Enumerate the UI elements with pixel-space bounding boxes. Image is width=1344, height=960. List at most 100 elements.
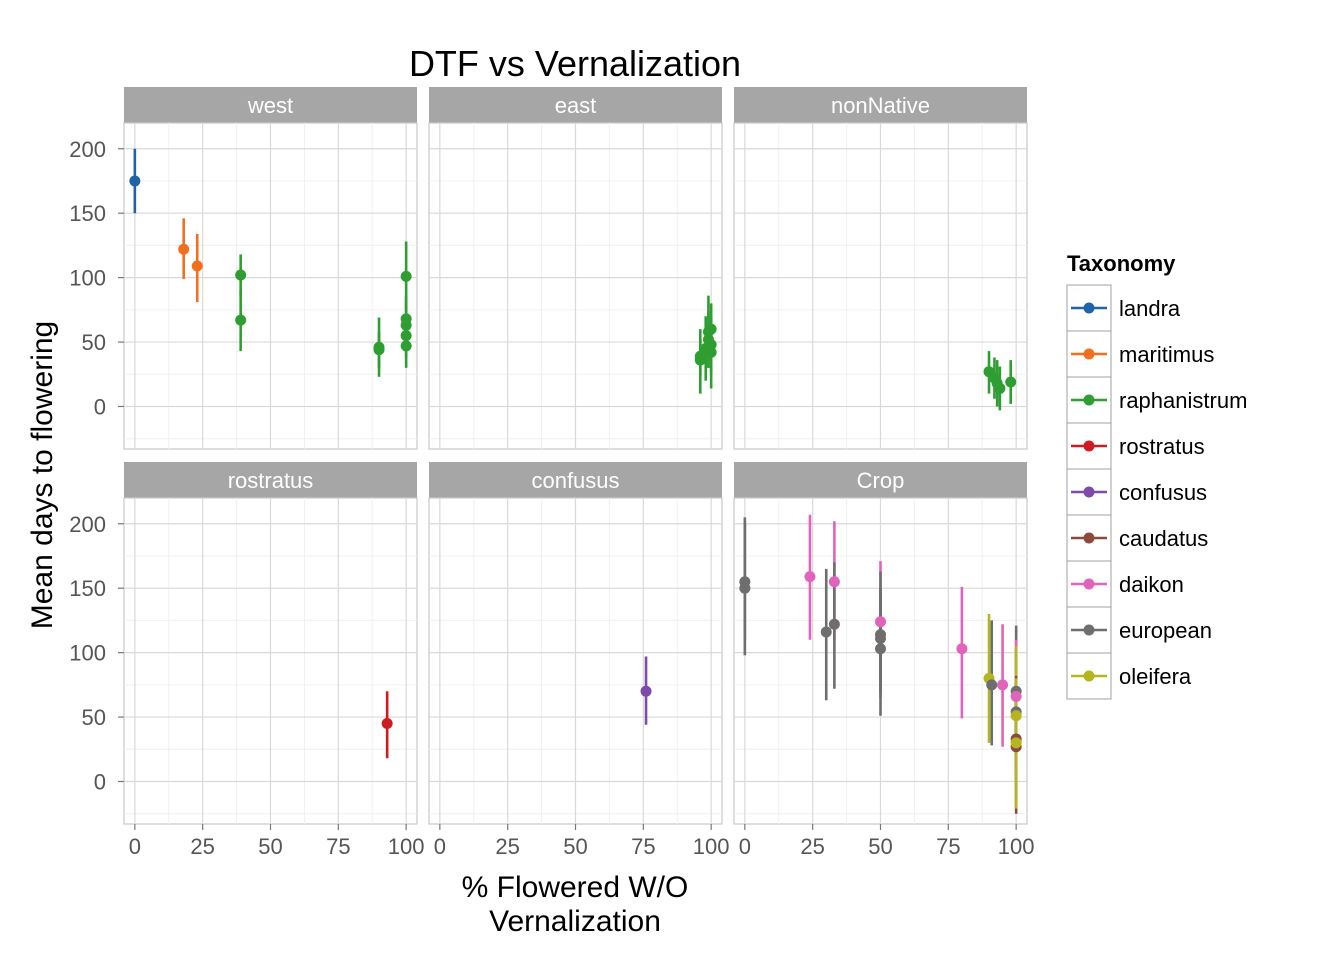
strip-nonNative [734, 87, 1027, 123]
legend-item-raphanistrum: raphanistrum [1066, 376, 1247, 424]
legend-item-oleifera: oleifera [1066, 652, 1192, 700]
legend-label: daikon [1119, 572, 1184, 597]
legend-label: landra [1119, 296, 1181, 321]
strip-label-west: west [247, 93, 293, 118]
data-point [1010, 737, 1022, 749]
x-tick-label: 75 [936, 834, 960, 859]
legend-item-european: european [1066, 606, 1212, 654]
strip-Crop [734, 462, 1027, 498]
x-tick-label: 25 [800, 834, 824, 859]
legend: Taxonomy landra maritimus raphanistrum rost… [1066, 251, 1247, 700]
legend-label: raphanistrum [1119, 388, 1247, 413]
legend-key-point [1083, 486, 1095, 498]
facet-panels: west east nonNative rostratus confusus Crop [123, 87, 1028, 825]
data-point [129, 175, 141, 187]
y-tick-label: 0 [94, 394, 106, 419]
legend-label: caudatus [1119, 526, 1208, 551]
strip-label-Crop: Crop [857, 468, 905, 493]
axes: 0 50 100 150 200 0 50 100 150 200 0 25 50 75 100 0 25 50 7… [69, 137, 1034, 859]
y-tick-label: 100 [69, 266, 106, 291]
legend-key-point [1083, 532, 1095, 544]
data-point [694, 354, 706, 366]
y-tick-label: 100 [69, 641, 106, 666]
data-point [235, 314, 247, 326]
x-tick-label: 0 [739, 834, 751, 859]
x-tick-label: 50 [258, 834, 282, 859]
data-point [235, 269, 247, 281]
panel-nonNative: nonNative [733, 87, 1028, 450]
x-tick-label: 50 [868, 834, 892, 859]
data-point [997, 679, 1009, 691]
x-tick-label: 25 [190, 834, 214, 859]
data-point [705, 323, 717, 335]
panel-confusus: confusus [428, 462, 723, 825]
strip-label-confusus: confusus [531, 468, 619, 493]
data-point [178, 243, 190, 255]
strip-confusus [429, 462, 722, 498]
data-point [705, 339, 717, 351]
x-tick-label: 100 [388, 834, 425, 859]
panel-east: east [428, 87, 723, 450]
x-tick-label: 0 [434, 834, 446, 859]
x-tick-label: 100 [693, 834, 730, 859]
legend-label: european [1119, 618, 1212, 643]
legend-key-point [1083, 348, 1095, 360]
data-point [640, 685, 652, 697]
y-tick-label: 50 [82, 330, 106, 355]
y-tick-label: 200 [69, 137, 106, 162]
data-point [875, 632, 886, 644]
data-point [1010, 690, 1022, 702]
strip-label-east: east [555, 93, 597, 118]
x-tick-label: 75 [326, 834, 350, 859]
data-point [400, 270, 412, 282]
legend-item-rostratus: rostratus [1066, 422, 1205, 470]
data-point [828, 618, 840, 630]
data-point [381, 717, 393, 729]
strip-rostratus [124, 462, 417, 498]
x-tick-label: 100 [998, 834, 1035, 859]
strip-west [124, 87, 417, 123]
legend-label: oleifera [1119, 664, 1192, 689]
data-point [956, 643, 968, 655]
legend-label: maritimus [1119, 342, 1214, 367]
data-point [400, 330, 412, 342]
y-tick-label: 200 [69, 512, 106, 537]
data-point [400, 319, 412, 331]
strip-east [429, 87, 722, 123]
legend-key-point [1083, 624, 1095, 636]
legend-item-caudatus: caudatus [1066, 514, 1208, 562]
legend-item-confusus: confusus [1066, 468, 1207, 516]
legend-item-maritimus: maritimus [1066, 330, 1214, 378]
y-tick-label: 150 [69, 576, 106, 601]
legend-title: Taxonomy [1067, 251, 1176, 276]
legend-key-point [1083, 670, 1095, 682]
data-point [1010, 710, 1022, 722]
data-point [373, 344, 385, 356]
y-tick-label: 0 [94, 769, 106, 794]
data-point [986, 679, 998, 691]
data-point [994, 382, 1006, 394]
legend-item-landra: landra [1066, 284, 1181, 332]
data-point [191, 260, 203, 272]
x-tick-label: 50 [563, 834, 587, 859]
legend-key-point [1083, 302, 1095, 314]
panel-rostratus: rostratus [123, 462, 418, 825]
strip-label-rostratus: rostratus [228, 468, 314, 493]
panel-Crop: Crop [733, 462, 1028, 825]
y-axis-label: Mean days to flowering [26, 321, 59, 630]
data-point [828, 576, 840, 588]
data-point [875, 616, 886, 628]
legend-label: confusus [1119, 480, 1207, 505]
legend-label: rostratus [1119, 434, 1205, 459]
x-axis-label-line2: Vernalization [489, 905, 661, 938]
y-tick-label: 150 [69, 201, 106, 226]
data-point [400, 340, 412, 352]
legend-item-daikon: daikon [1066, 560, 1184, 608]
x-tick-label: 0 [129, 834, 141, 859]
legend-key-point [1083, 578, 1095, 590]
x-tick-label: 25 [495, 834, 519, 859]
x-tick-label: 75 [631, 834, 655, 859]
data-point [739, 582, 751, 594]
data-point [705, 346, 717, 358]
